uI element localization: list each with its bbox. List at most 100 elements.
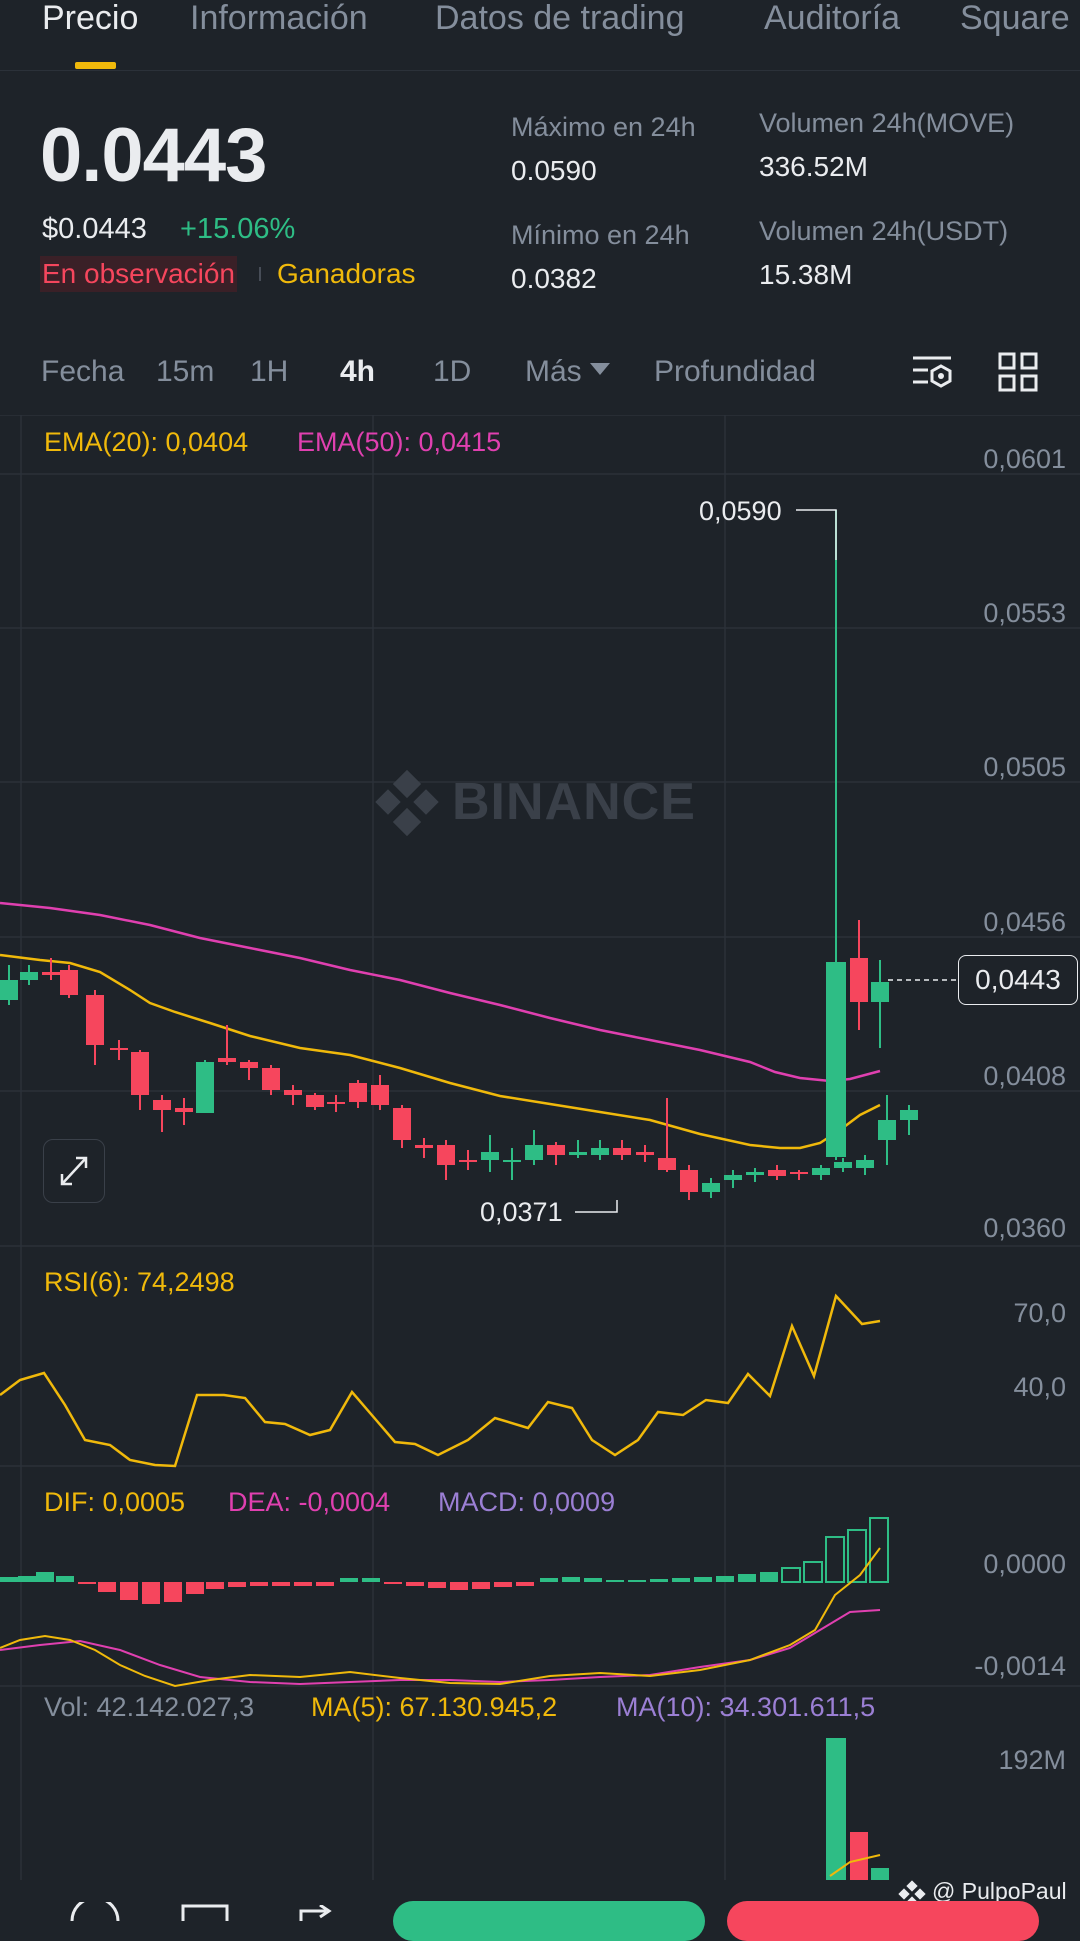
- macd-bar: [206, 1582, 224, 1589]
- macd-histogram: [0, 1517, 889, 1604]
- macd-bar: [584, 1578, 602, 1582]
- tab-audit[interactable]: Auditoría: [764, 0, 901, 37]
- macd-bar: [606, 1580, 624, 1582]
- macd-bar: [98, 1582, 116, 1592]
- candles: [0, 510, 918, 1200]
- expand-icon: [60, 1156, 88, 1186]
- active-tab-indicator: [75, 62, 116, 69]
- macd-bar: [781, 1567, 801, 1583]
- tf-date[interactable]: Fecha: [41, 355, 125, 388]
- candle-body: [591, 1148, 609, 1155]
- candle-body: [349, 1083, 367, 1102]
- low-24h-value: 0.0382: [511, 263, 597, 294]
- candle-body: [262, 1068, 280, 1090]
- candle-body: [60, 970, 78, 995]
- macd-bar: [472, 1582, 490, 1589]
- candle-body: [20, 972, 38, 980]
- author-credit: @ PulpoPaul: [932, 1878, 1067, 1904]
- tab-information[interactable]: Información: [190, 0, 368, 37]
- rsi-line: [0, 1293, 881, 1468]
- tf-depth[interactable]: Profundidad: [654, 355, 816, 388]
- usd-price: $0.0443: [42, 213, 147, 245]
- price-change-percent: +15.06%: [180, 213, 296, 245]
- macd-bar: [450, 1582, 468, 1590]
- candle-body: [702, 1183, 720, 1192]
- gainers-tag[interactable]: Ganadoras: [277, 258, 416, 289]
- tf-more-label: Más: [525, 355, 582, 388]
- volume-base-value: 336.52M: [759, 151, 868, 182]
- price-tick: 0,0456: [983, 907, 1066, 937]
- price-tick: 0,0601: [983, 444, 1066, 474]
- candle-body: [153, 1100, 171, 1110]
- volume-label: Vol: 42.142.027,3: [44, 1692, 255, 1722]
- volume-tick: 192M: [998, 1745, 1066, 1775]
- chart-settings-icon[interactable]: [910, 352, 954, 392]
- fullscreen-button[interactable]: [43, 1139, 105, 1203]
- candle-body: [284, 1090, 302, 1095]
- candle-body: [327, 1102, 345, 1104]
- tab-trading-data[interactable]: Datos de trading: [435, 0, 685, 37]
- layout-grid-icon[interactable]: [998, 352, 1038, 392]
- alert-icon[interactable]: [180, 1900, 230, 1921]
- vol-ma5-line: [829, 1854, 881, 1877]
- binance-logo-icon: [375, 770, 439, 836]
- tf-4h[interactable]: 4h: [340, 355, 376, 388]
- macd-bar: [803, 1561, 823, 1583]
- candle-body: [86, 995, 104, 1045]
- macd-bar: [494, 1582, 512, 1587]
- candle-body: [856, 1160, 874, 1168]
- candle-body: [371, 1085, 389, 1105]
- price-tick: 0,0505: [983, 752, 1066, 782]
- macd-bar: [78, 1582, 96, 1584]
- current-price-marker[interactable]: 0,0443: [958, 955, 1078, 1005]
- sell-button[interactable]: [727, 1901, 1039, 1941]
- high-mark-leader: [796, 509, 837, 560]
- buy-button[interactable]: [393, 1901, 705, 1941]
- tab-price[interactable]: Precio: [42, 0, 139, 37]
- macd-bar: [428, 1582, 446, 1588]
- volume-bar: [850, 1832, 868, 1880]
- dif-label: DIF: 0,0005: [44, 1487, 186, 1517]
- dea-label: DEA: -0,0004: [228, 1487, 391, 1517]
- watch-tag[interactable]: En observación: [40, 256, 238, 292]
- tf-1d[interactable]: 1D: [433, 355, 472, 388]
- volume-quote-value: 15.38M: [759, 259, 853, 290]
- vol-ma10-label: MA(10): 34.301.611,5: [616, 1692, 876, 1722]
- rsi-label: RSI(6): 74,2498: [44, 1267, 235, 1297]
- candle-body: [812, 1168, 830, 1175]
- macd-tick: -0,0014: [974, 1651, 1066, 1681]
- tag-separator: [259, 267, 261, 281]
- candle-body: [834, 1162, 852, 1168]
- macd-tick: 0,0000: [983, 1549, 1066, 1579]
- candle-body: [900, 1110, 918, 1120]
- share-icon[interactable]: [296, 1905, 336, 1921]
- macd-bar: [562, 1577, 580, 1582]
- candle-body: [871, 982, 889, 1002]
- macd-bar: [18, 1576, 36, 1582]
- volume-bar: [826, 1738, 846, 1880]
- price-tick: 0,0553: [983, 598, 1066, 628]
- macd-bar: [186, 1582, 204, 1594]
- tf-15m[interactable]: 15m: [156, 355, 215, 388]
- chart-canvas[interactable]: [0, 415, 1080, 1885]
- candle-body: [826, 962, 846, 1157]
- macd-bar: [825, 1536, 845, 1583]
- macd-bar: [362, 1578, 380, 1582]
- macd-bar: [316, 1582, 334, 1586]
- macd-bar: [672, 1578, 690, 1582]
- candle-body: [569, 1152, 587, 1155]
- more-icon[interactable]: [70, 1902, 120, 1921]
- tf-more[interactable]: Más: [525, 355, 610, 389]
- low-price-marker: 0,0371: [480, 1197, 563, 1227]
- ema20-line: [0, 953, 881, 1150]
- volume-bars: [826, 1738, 889, 1880]
- tab-square[interactable]: Square: [960, 0, 1070, 37]
- candle-body: [196, 1062, 214, 1113]
- candle-body: [459, 1160, 477, 1162]
- volume-base-label: Volumen 24h(MOVE): [759, 108, 1015, 138]
- macd-bar: [650, 1579, 668, 1582]
- macd-bar: [694, 1577, 712, 1582]
- rsi-tick: 40,0: [1013, 1372, 1066, 1402]
- tf-1h[interactable]: 1H: [250, 355, 289, 388]
- macd-bar: [760, 1572, 778, 1582]
